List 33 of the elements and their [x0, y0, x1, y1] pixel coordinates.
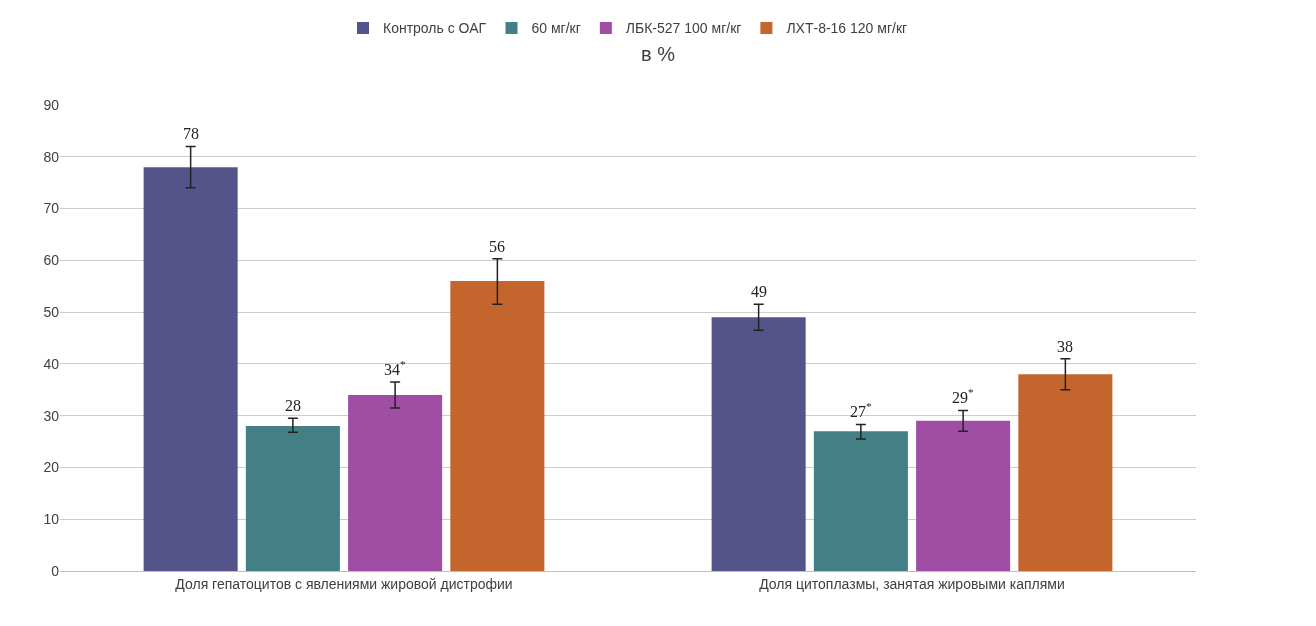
data-label: 27$^{*}$: [850, 400, 872, 420]
data-label: 78: [183, 125, 199, 142]
chart-title: в %: [641, 42, 676, 65]
y-tick-label: 0: [51, 562, 60, 579]
y-tick-label: 10: [43, 511, 60, 528]
data-label: 34$^{*}$: [384, 358, 406, 378]
data-label: 29$^{*}$: [952, 386, 974, 406]
y-tick-label: 60: [43, 252, 60, 269]
y-tick-label: 40: [43, 355, 60, 372]
bar: [245, 426, 340, 571]
bar: [348, 394, 443, 571]
bar: [1018, 374, 1113, 571]
y-tick-label: 30: [43, 407, 60, 424]
data-label: 28: [285, 397, 301, 414]
bar: [711, 317, 806, 571]
legend-label: 60 мг/кг: [531, 20, 581, 37]
y-tick-label: 80: [43, 148, 60, 165]
data-label: 49: [751, 283, 767, 300]
x-tick-label: Доля гепатоцитов с явлениями жировой дистрофии: [175, 575, 513, 592]
data-label: 38: [1057, 338, 1073, 355]
bar: [450, 281, 545, 571]
data-label: 56: [489, 238, 505, 255]
legend-label: ЛХТ-8-16 120 мг/кг: [786, 20, 908, 37]
y-tick-label: 90: [43, 96, 60, 113]
bar: [813, 431, 908, 571]
legend-label: ЛБК-527 100 мг/кг: [625, 20, 742, 37]
bar: [143, 167, 238, 571]
bar: [916, 420, 1011, 571]
x-tick-label: Доля цитоплазмы, занятая жировыми каплями: [759, 575, 1065, 592]
y-tick-label: 70: [43, 200, 60, 217]
y-tick-label: 50: [43, 304, 60, 321]
y-tick-label: 20: [43, 459, 60, 476]
legend-label: Контроль с ОАГ: [383, 20, 487, 37]
